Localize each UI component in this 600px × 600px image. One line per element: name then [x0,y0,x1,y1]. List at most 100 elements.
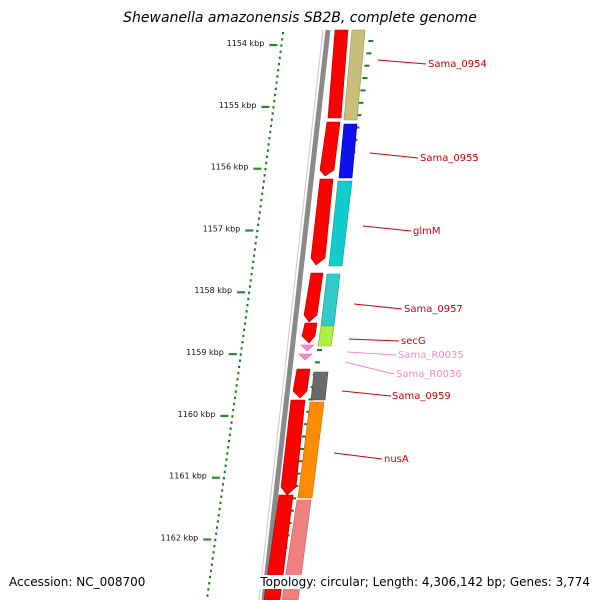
ruler-minor-tick [232,408,235,412]
ruler-minor-tick [274,87,277,91]
ruler-minor-tick [211,557,214,560]
gene-label-sama-r0035[interactable]: Sama_R0035 [398,350,464,361]
ruler-minor-tick [236,378,239,381]
ruler-minor-tick [237,371,240,375]
ruler-minor-tick [244,316,247,319]
gene-label-secg[interactable]: secG [401,336,426,347]
gene-feature-sama-0959[interactable] [292,368,311,399]
ruler-minor-tick [214,538,217,542]
ruler-minor-tick [270,118,273,121]
ruler-minor-tick [266,155,269,158]
ruler-minor-tick [222,476,225,480]
gene-label-nusa[interactable]: nusA [384,454,409,465]
cog-block-4[interactable] [320,273,341,327]
ruler-minor-tick [233,396,236,400]
ruler-minor-tick [260,198,263,202]
cog-block-2[interactable] [338,123,358,179]
ruler-minor-tick [277,69,280,72]
gene-feature-sama-r0035[interactable] [300,344,315,352]
ring-scale-tick [364,64,370,67]
ruler-minor-tick [213,544,216,548]
cog-block-1[interactable] [343,29,366,121]
gene-feature-glmm[interactable] [310,178,334,266]
ruler-minor-tick [210,563,213,566]
ruler-minor-tick [228,433,231,437]
gene-feature-sama-r0036[interactable] [298,353,313,361]
ruler-kbp-label: 1160 kbp [178,410,216,419]
ruler-minor-tick [230,421,233,424]
ruler-kbp-label: 1161 kbp [169,472,207,481]
ruler-minor-tick [234,390,237,393]
ruler-major-tick [228,353,237,356]
gene-feature-nusa[interactable] [280,399,306,496]
ruler-minor-tick [257,217,260,220]
ruler-minor-tick [206,594,209,597]
gene-label-sama-r0036[interactable]: Sama_R0036 [396,369,462,380]
ruler-minor-tick [242,334,245,338]
ruler-minor-tick [257,223,260,226]
ruler-minor-tick [241,341,244,344]
ruler-minor-tick [276,75,279,78]
ruler-minor-tick [273,99,276,103]
ring-scale-tick [314,361,320,364]
genome-backbone [258,29,331,600]
gene-label-sama-0954[interactable]: Sama_0954 [428,59,487,70]
ruler-major-tick [253,167,262,170]
cog-block-5[interactable] [317,325,335,347]
ring-scale-tick [295,472,301,475]
ring-scale-tick [366,52,372,55]
ruler-minor-tick [212,551,215,554]
gene-label-sama-0957[interactable]: Sama_0957 [404,304,463,315]
gene-feature-next[interactable] [263,494,294,600]
cog-block-6[interactable] [310,371,329,401]
ruler-minor-tick [265,161,268,165]
ruler-major-tick [245,229,254,232]
ruler-minor-tick [279,50,282,53]
ruler-kbp-label: 1155 kbp [219,101,257,110]
ruler-minor-tick [233,402,236,406]
ruler-minor-tick [227,446,230,449]
ruler-minor-tick [220,495,223,498]
ruler-major-tick [237,291,246,294]
ruler-kbp-label: 1162 kbp [161,533,199,542]
ruler-minor-tick [223,470,226,474]
ruler-minor-tick [253,254,256,257]
gene-feature-secg[interactable] [301,322,318,344]
ruler-minor-tick [254,242,257,245]
ruler-minor-tick [272,106,275,109]
ruler-minor-tick [262,186,265,189]
gene-feature-sama-0955[interactable] [319,121,341,177]
gene-feature-sama-0954[interactable] [327,29,349,119]
ruler-minor-tick [245,310,248,313]
ruler-minor-tick [221,489,224,492]
ruler-minor-tick [208,582,211,585]
ruler-minor-tick [219,501,222,505]
cog-block-7[interactable] [297,401,325,499]
ruler-major-tick [211,476,220,479]
ruler-minor-tick [271,112,274,115]
gene-label-glmm[interactable]: glmM [413,226,441,237]
ruler-minor-tick [209,569,212,573]
ruler-minor-tick [229,427,232,430]
ruler-minor-tick [263,174,266,177]
ruler-minor-tick [278,56,281,60]
ruler-minor-tick [238,365,241,369]
ruler-minor-tick [281,32,284,35]
kbp-ruler: 1154 kbp 1155 kbp 1156 kbp 1157 kbp 1158 kbp… [161,32,374,597]
ruler-kbp-label: 1154 kbp [227,39,265,48]
ruler-minor-tick [215,532,218,535]
gene-label-sama-0959[interactable]: Sama_0959 [392,391,451,402]
ring-scale-tick [360,89,366,92]
ruler-minor-tick [247,297,250,301]
ruler-minor-tick [226,452,229,455]
ring-scale-tick [299,447,305,450]
ruler-minor-tick [246,303,249,307]
ruler-minor-tick [243,322,246,325]
genome-summary-text: Topology: circular; Length: 4,306,142 bp… [258,575,590,589]
cog-block-3[interactable] [328,180,353,267]
gene-label-sama-0955[interactable]: Sama_0955 [420,153,479,164]
gene-feature-sama-0957[interactable] [303,272,324,323]
ruler-minor-tick [250,273,253,276]
